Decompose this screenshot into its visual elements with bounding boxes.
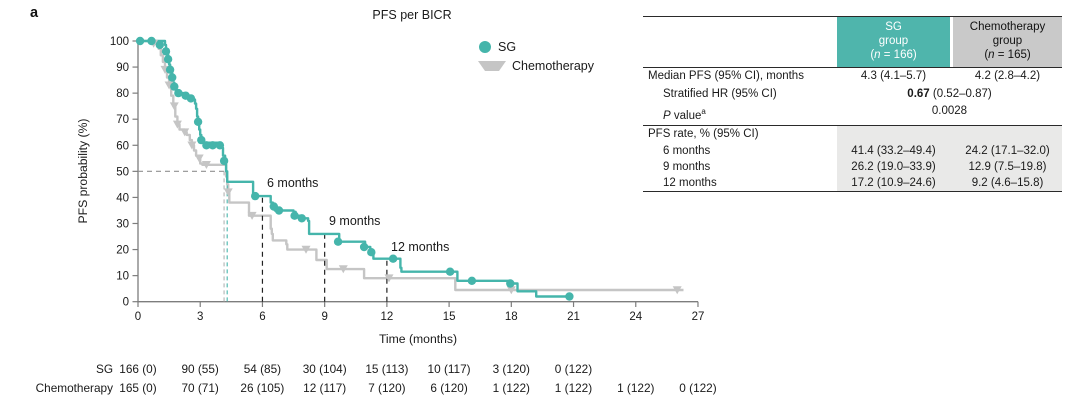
rate-6-chemo-value: 24.2 (17.1–32.0) [965, 144, 1050, 157]
svg-text:40: 40 [116, 192, 129, 204]
risk-count: 90 (55) [181, 362, 219, 376]
rate-row-9-months: 9 months 26.2 (19.0–33.9) 12.9 (7.5–19.8… [643, 159, 1062, 175]
svg-text:30: 30 [116, 219, 129, 231]
rate-section-shading [837, 126, 1062, 192]
svg-text:100: 100 [110, 36, 129, 48]
risk-count: 6 (120) [430, 381, 468, 395]
risk-row-label: SG [95, 362, 113, 376]
risk-count: 1 (122) [617, 381, 655, 395]
chemotherapy-triangle-marker-icon [478, 60, 506, 71]
svg-text:24: 24 [629, 311, 642, 323]
x-axis-label: Time (months) [378, 332, 458, 346]
svg-text:0: 0 [123, 297, 129, 309]
p-value-value: 0.0028 [931, 105, 968, 117]
svg-text:21: 21 [567, 311, 580, 323]
pfs-rate-title: PFS rate, % (95% CI) [648, 128, 759, 141]
chemo-header-n: (n = 165) [984, 48, 1031, 61]
risk-count: 1 (122) [492, 381, 530, 395]
chart-legend: SG Chemotherapy [478, 37, 594, 75]
rate-row-6-months: 6 months 41.4 (33.2–49.4) 24.2 (17.1–32.… [643, 143, 1062, 159]
rate-9-label: 9 months [663, 160, 711, 173]
risk-count: 166 (0) [119, 362, 157, 376]
chemo-header-name: Chemotherapy [969, 21, 1046, 33]
risk-count: 70 (71) [181, 381, 219, 395]
risk-count: 15 (113) [365, 362, 409, 376]
stratified-hr-label: Stratified HR (95% CI) [663, 87, 777, 100]
median-pfs-row: Median PFS (95% CI), months 4.3 (4.1–5.7… [643, 68, 1062, 86]
annotation-12-months: 12 months [391, 240, 450, 254]
risk-count: 1 (122) [554, 381, 593, 395]
chart-title: PFS per BICR [372, 8, 452, 22]
svg-text:27: 27 [692, 311, 705, 323]
svg-text:0: 0 [135, 311, 141, 323]
svg-text:70: 70 [116, 114, 129, 126]
risk-count: 30 (104) [302, 362, 347, 376]
svg-text:60: 60 [116, 140, 129, 152]
median-pfs-sg-value: 4.3 (4.1–5.7) [860, 70, 927, 82]
risk-count: 12 (117) [303, 381, 347, 395]
svg-text:10: 10 [116, 271, 129, 283]
risk-row-label: Chemotherapy [35, 381, 113, 395]
svg-text:90: 90 [116, 62, 129, 74]
sg-header-group: group [878, 34, 909, 47]
legend-label-sg: SG [498, 39, 517, 54]
sg-header-name: SG [885, 21, 902, 33]
p-value-row: P valuea 0.0028 [643, 103, 1062, 125]
kaplan-meier-plot: 0 3 6 9 12 15 18 21 24 27 0 10 20 30 40 50 60 70 80 90 100 [110, 36, 705, 323]
summary-table-header: SG group (n = 166) Chemotherapy group (n… [643, 17, 1062, 68]
risk-count: 7 (120) [368, 381, 406, 395]
stratified-hr-value: 0.67 (0.52–0.87) [907, 87, 992, 100]
rate-12-label: 12 months [663, 176, 717, 189]
svg-text:9: 9 [321, 311, 327, 323]
pfs-rate-section: PFS rate, % (95% CI) 6 months 41.4 (33.2… [643, 125, 1062, 193]
median-pfs-chemo-value: 4.2 (2.8–4.2) [974, 70, 1041, 82]
median-pfs-label: Median PFS (95% CI), months [648, 70, 804, 82]
rate-6-label: 6 months [663, 144, 711, 157]
sg-circle-marker-icon [479, 40, 491, 53]
chemo-header-group: group [992, 34, 1023, 47]
svg-text:3: 3 [197, 311, 203, 323]
rate-9-sg-value: 26.2 (19.0–33.9) [851, 160, 936, 173]
annotation-6-months: 6 months [267, 176, 319, 190]
sg-header-n: (n = 166) [870, 48, 917, 61]
pfs-rate-title-row: PFS rate, % (95% CI) [643, 126, 1062, 142]
risk-count: 10 (117) [427, 362, 471, 376]
risk-count: 0 (122) [679, 381, 717, 395]
legend-item-chemotherapy: Chemotherapy [478, 56, 594, 75]
rate-12-chemo-value: 9.2 (4.6–15.8) [971, 176, 1044, 189]
svg-text:6: 6 [259, 311, 265, 323]
svg-text:18: 18 [505, 311, 518, 323]
sg-group-header-cell: SG group (n = 166) [837, 17, 950, 67]
panel-label: a [30, 5, 39, 21]
legend-label-chemotherapy: Chemotherapy [512, 58, 594, 73]
rate-9-chemo-value: 12.9 (7.5–19.8) [968, 160, 1047, 173]
summary-table: SG group (n = 166) Chemotherapy group (n… [643, 16, 1062, 193]
svg-text:15: 15 [443, 311, 456, 323]
svg-text:20: 20 [116, 245, 129, 257]
risk-count: 54 (85) [243, 362, 282, 376]
svg-text:80: 80 [116, 88, 129, 100]
risk-count: 3 (120) [492, 362, 530, 376]
risk-count: 0 (122) [554, 362, 593, 376]
annotation-9-months: 9 months [329, 214, 381, 228]
chemotherapy-group-header-cell: Chemotherapy group (n = 165) [953, 17, 1062, 67]
risk-count: 26 (105) [240, 381, 285, 395]
rate-row-12-months: 12 months 17.2 (10.9–24.6) 9.2 (4.6–15.8… [643, 175, 1062, 191]
rate-6-sg-value: 41.4 (33.2–49.4) [851, 144, 936, 157]
legend-item-sg: SG [479, 37, 594, 56]
rate-12-sg-value: 17.2 (10.9–24.6) [851, 176, 936, 189]
risk-count: 165 (0) [119, 381, 157, 395]
svg-text:12: 12 [380, 311, 393, 323]
stratified-hr-row: Stratified HR (95% CI) 0.67 (0.52–0.87) [643, 86, 1062, 104]
svg-text:50: 50 [116, 166, 129, 178]
p-value-label: P valuea [663, 107, 706, 122]
